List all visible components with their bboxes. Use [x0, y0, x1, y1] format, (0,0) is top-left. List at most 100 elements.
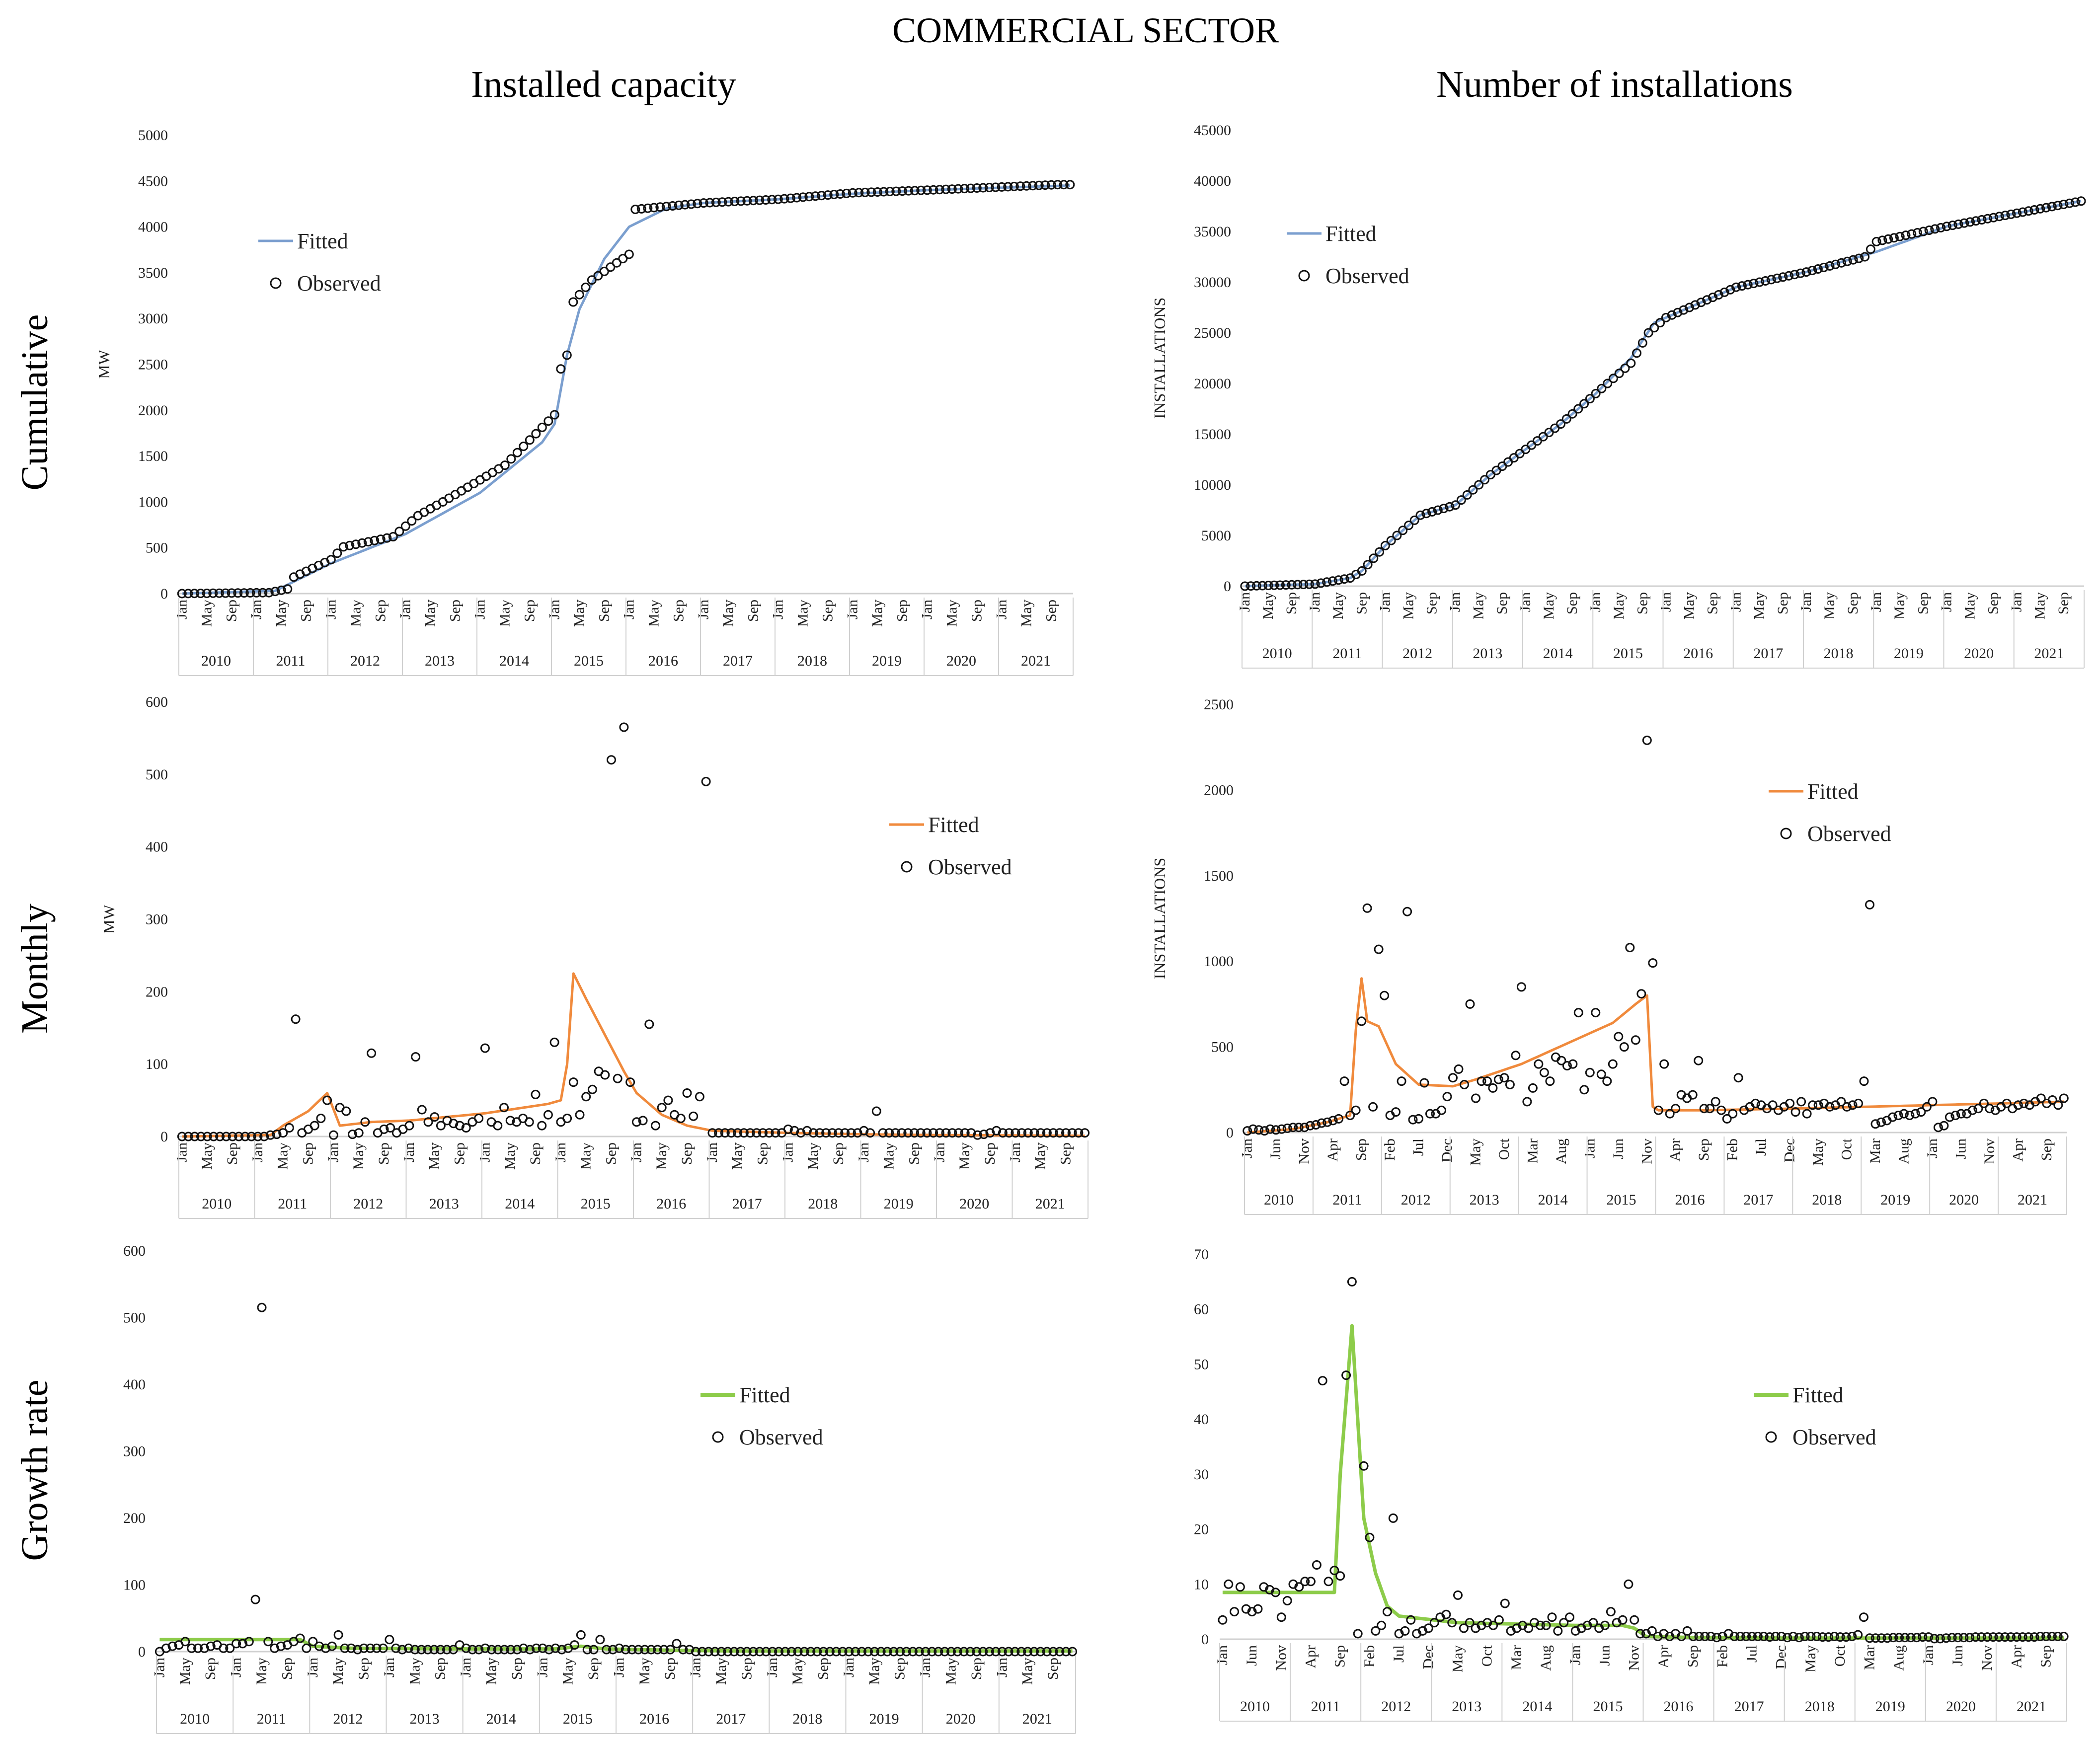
x-month-label: May — [1891, 592, 1908, 619]
observed-point — [799, 1647, 809, 1657]
observed-point — [189, 589, 199, 599]
observed-point — [817, 191, 827, 201]
x-month-label: Apr — [1324, 1138, 1341, 1162]
x-month-label: May — [956, 1142, 973, 1170]
observed-point — [1059, 180, 1069, 190]
observed-point — [1743, 280, 1753, 290]
observed-point — [338, 542, 348, 552]
legend-observed-marker — [270, 277, 282, 289]
observed-point — [1382, 1607, 1392, 1617]
observed-point — [599, 266, 609, 276]
observed-point — [879, 187, 889, 197]
observed-point — [1357, 1016, 1367, 1026]
observed-point — [844, 1647, 854, 1657]
observed-point — [430, 1112, 440, 1122]
x-month-label: Jan — [695, 600, 711, 619]
row-title-cumulative: Cumulative — [14, 314, 56, 491]
observed-point — [627, 1645, 637, 1655]
observed-point — [1398, 526, 1408, 535]
observed-point — [449, 1119, 459, 1129]
x-month-label: Sep — [819, 600, 836, 622]
x-month-label: Sep — [356, 1658, 372, 1680]
observed-point — [866, 187, 876, 197]
observed-point — [1936, 223, 1946, 232]
x-month-label: Mar — [1861, 1645, 1877, 1670]
observed-point — [1959, 1633, 1969, 1643]
observed-point — [1847, 1632, 1857, 1641]
observed-point — [631, 1117, 641, 1127]
observed-point — [657, 1103, 667, 1113]
x-year-label: 2021 — [2018, 1192, 2047, 1208]
observed-point — [2070, 197, 2080, 207]
observed-point — [668, 201, 678, 211]
observed-point — [1655, 318, 1665, 328]
observed-point — [411, 1052, 421, 1062]
x-month-label: Sep — [376, 1142, 392, 1165]
observed-point — [1335, 1571, 1345, 1581]
observed-point — [193, 1643, 203, 1653]
observed-point — [1982, 1632, 1992, 1642]
observed-point — [1053, 180, 1063, 190]
x-month-label: May — [560, 1658, 576, 1685]
observed-point — [659, 1645, 669, 1655]
observed-point — [933, 1647, 943, 1657]
x-month-label: Sep — [815, 1658, 832, 1680]
observed-point — [448, 1645, 458, 1655]
observed-point — [562, 1114, 572, 1123]
x-month-label: Jan — [552, 1142, 569, 1162]
observed-point — [1788, 1632, 1798, 1641]
observed-point — [2018, 207, 2027, 217]
observed-point — [244, 1637, 254, 1647]
x-month-label: Sep — [906, 1142, 923, 1165]
observed-point — [871, 1106, 881, 1116]
observed-point — [1585, 1067, 1595, 1077]
x-month-label: Jan — [994, 1658, 1010, 1677]
x-year-label: 2021 — [1022, 1711, 1052, 1727]
x-month-label: Jan — [471, 600, 488, 619]
observed-point — [745, 1128, 755, 1138]
observed-point — [646, 1645, 656, 1655]
observed-point — [237, 1639, 247, 1649]
observed-point — [1928, 1097, 1938, 1107]
y-tick-label: 15000 — [1194, 426, 1231, 443]
observed-point — [742, 1647, 752, 1657]
figure-title: COMMERCIAL SECTOR — [892, 10, 1279, 50]
observed-point — [904, 186, 914, 196]
observed-point — [1265, 1124, 1275, 1134]
legend-observed-label: Observed — [739, 1425, 823, 1449]
observed-point — [1451, 500, 1461, 510]
x-year-label: 2016 — [639, 1711, 669, 1727]
x-year-label: 2018 — [797, 653, 827, 669]
x-year-label: 2013 — [410, 1711, 440, 1727]
observed-point — [1661, 312, 1671, 322]
observed-point — [400, 521, 410, 531]
observed-point — [1956, 1109, 1966, 1119]
observed-point — [1271, 1588, 1280, 1597]
observed-point — [1597, 383, 1607, 393]
y-tick-label: 600 — [146, 694, 168, 710]
observed-point — [1328, 1116, 1338, 1126]
observed-point — [1606, 1607, 1616, 1617]
observed-point — [1300, 1123, 1310, 1133]
x-month-label: Jan — [1214, 1645, 1231, 1665]
observed-point — [410, 1645, 420, 1655]
observed-point — [1853, 1630, 1863, 1640]
observed-point — [308, 1637, 318, 1647]
x-year-label: 2020 — [1964, 645, 1994, 662]
observed-point — [1959, 218, 1969, 228]
x-month-label: May — [1471, 592, 1487, 619]
observed-point — [1771, 1632, 1781, 1641]
x-month-label: Sep — [1283, 592, 1300, 614]
observed-point — [714, 1128, 724, 1138]
observed-point — [1391, 1107, 1401, 1117]
observed-point — [574, 290, 584, 300]
observed-point — [1310, 579, 1320, 589]
observed-point — [959, 1647, 969, 1657]
observed-point — [953, 184, 963, 194]
x-month-label: May — [636, 1658, 653, 1685]
observed-point — [1870, 1633, 1880, 1643]
observed-point — [1800, 1632, 1810, 1641]
x-month-label: Jun — [1949, 1645, 1966, 1666]
observed-point — [1524, 1623, 1534, 1633]
observed-point — [525, 435, 535, 445]
